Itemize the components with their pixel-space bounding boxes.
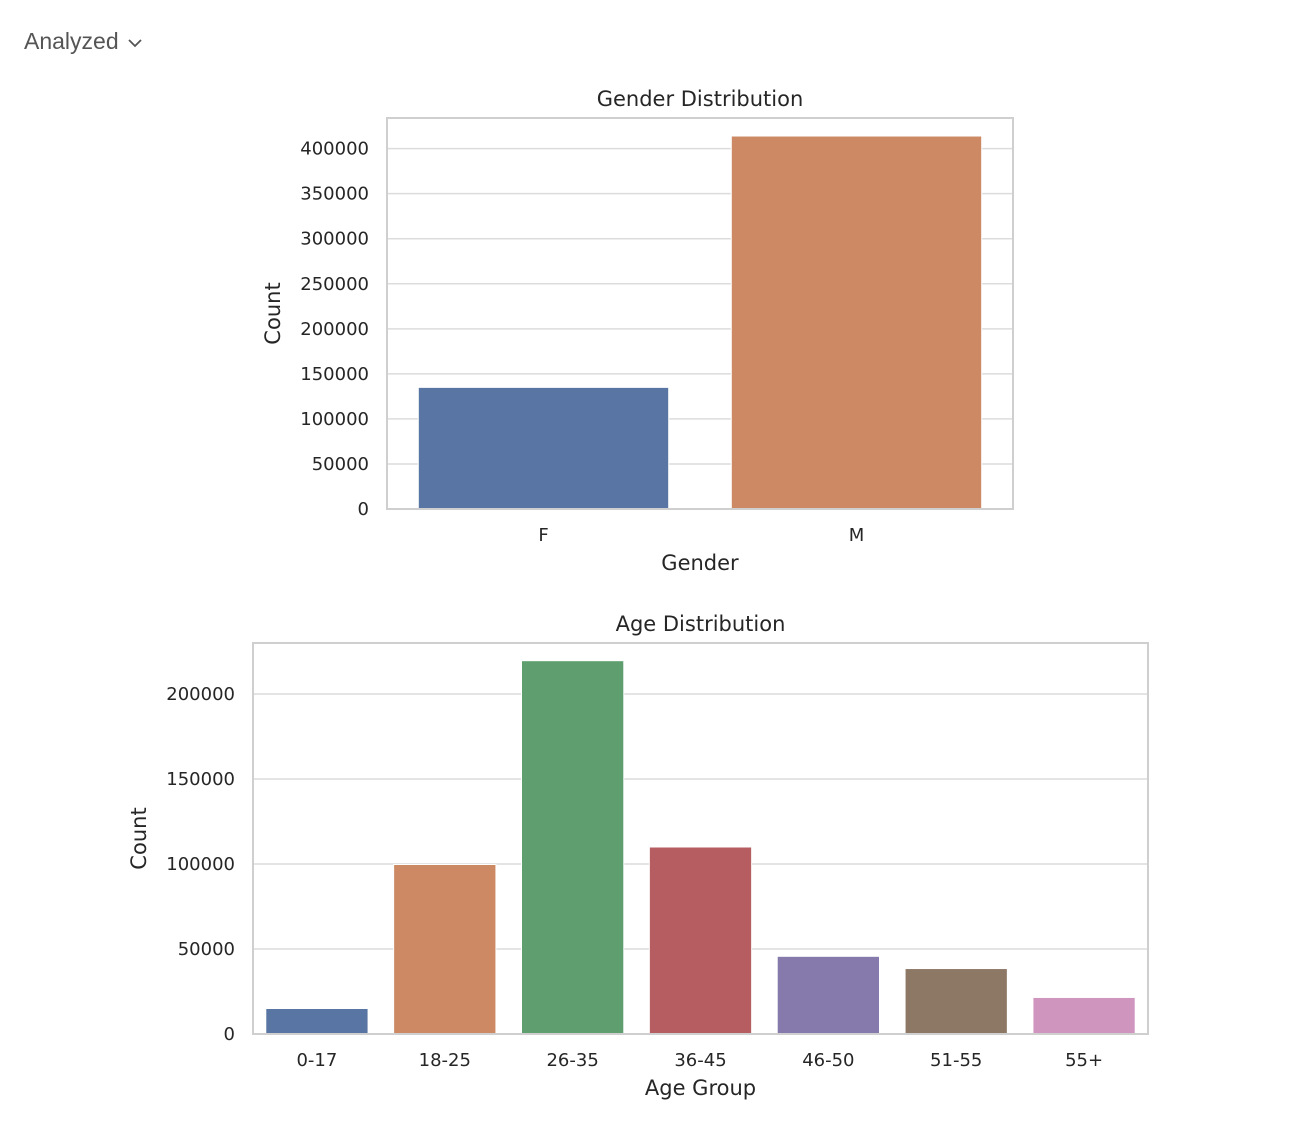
chart-1-y-tick-label: 300000 <box>300 229 369 250</box>
chart-1-bar-M <box>730 135 983 510</box>
chart-2-plot-frame <box>252 642 1149 1035</box>
chart-2-x-tick-label: 18-25 <box>419 1050 471 1071</box>
chart-1-bar-F <box>417 386 670 510</box>
chart-1-y-axis-label: Count <box>261 282 285 344</box>
chart-1-y-tick-label: 200000 <box>300 319 369 340</box>
chart-2-bar-55+ <box>1032 996 1136 1035</box>
chart-1-y-tick-label: 50000 <box>312 454 369 475</box>
analyzed-dropdown[interactable]: Analyzed <box>24 28 143 55</box>
chart-2-bar-0-17 <box>265 1008 369 1035</box>
chart-1-y-tick-label: 150000 <box>300 364 369 385</box>
chart-2-x-tick-label: 51-55 <box>930 1050 982 1071</box>
chart-1-x-tick-label: F <box>538 525 548 546</box>
chart-2-x-tick-label: 0-17 <box>296 1050 337 1071</box>
chart-2-y-tick-label: 200000 <box>166 684 235 705</box>
chart-2-x-tick-label: 26-35 <box>546 1050 598 1071</box>
chart-1-y-tick-label: 250000 <box>300 274 369 295</box>
chart-1-y-tick-label: 400000 <box>300 139 369 160</box>
chart-2-x-axis-label: Age Group <box>645 1076 756 1100</box>
chart-2-y-tick-label: 50000 <box>178 939 235 960</box>
chart-1-y-tick-label: 350000 <box>300 184 369 205</box>
chart-2-bar-46-50 <box>776 955 881 1035</box>
chart-1-x-tick-label: M <box>849 525 865 546</box>
chart-2-y-tick-label: 100000 <box>166 854 235 875</box>
chart-1-plot-frame <box>386 117 1014 510</box>
chart-1-title: Gender Distribution <box>597 87 804 111</box>
chart-2-bar-51-55 <box>904 968 1008 1035</box>
chart-2-y-tick-label: 0 <box>224 1024 235 1045</box>
chart-2-bar-18-25 <box>393 864 497 1035</box>
chart-2-x-tick-label: 36-45 <box>674 1050 726 1071</box>
chart-2-y-tick-label: 150000 <box>166 769 235 790</box>
chart-1-y-tick-label: 100000 <box>300 409 369 430</box>
chart-2-bar-36-45 <box>648 846 753 1035</box>
chart-1-y-tick-label: 0 <box>358 499 369 520</box>
chart-2-x-tick-label: 55+ <box>1065 1050 1103 1071</box>
chart-2-y-axis-label: Count <box>127 807 151 869</box>
analyzed-label: Analyzed <box>24 28 119 54</box>
chart-1-x-axis-label: Gender <box>661 551 739 575</box>
chart-2-title: Age Distribution <box>616 612 786 636</box>
chevron-down-icon <box>127 38 142 47</box>
chart-2-bar-26-35 <box>521 660 625 1035</box>
chart-2-x-tick-label: 46-50 <box>802 1050 854 1071</box>
